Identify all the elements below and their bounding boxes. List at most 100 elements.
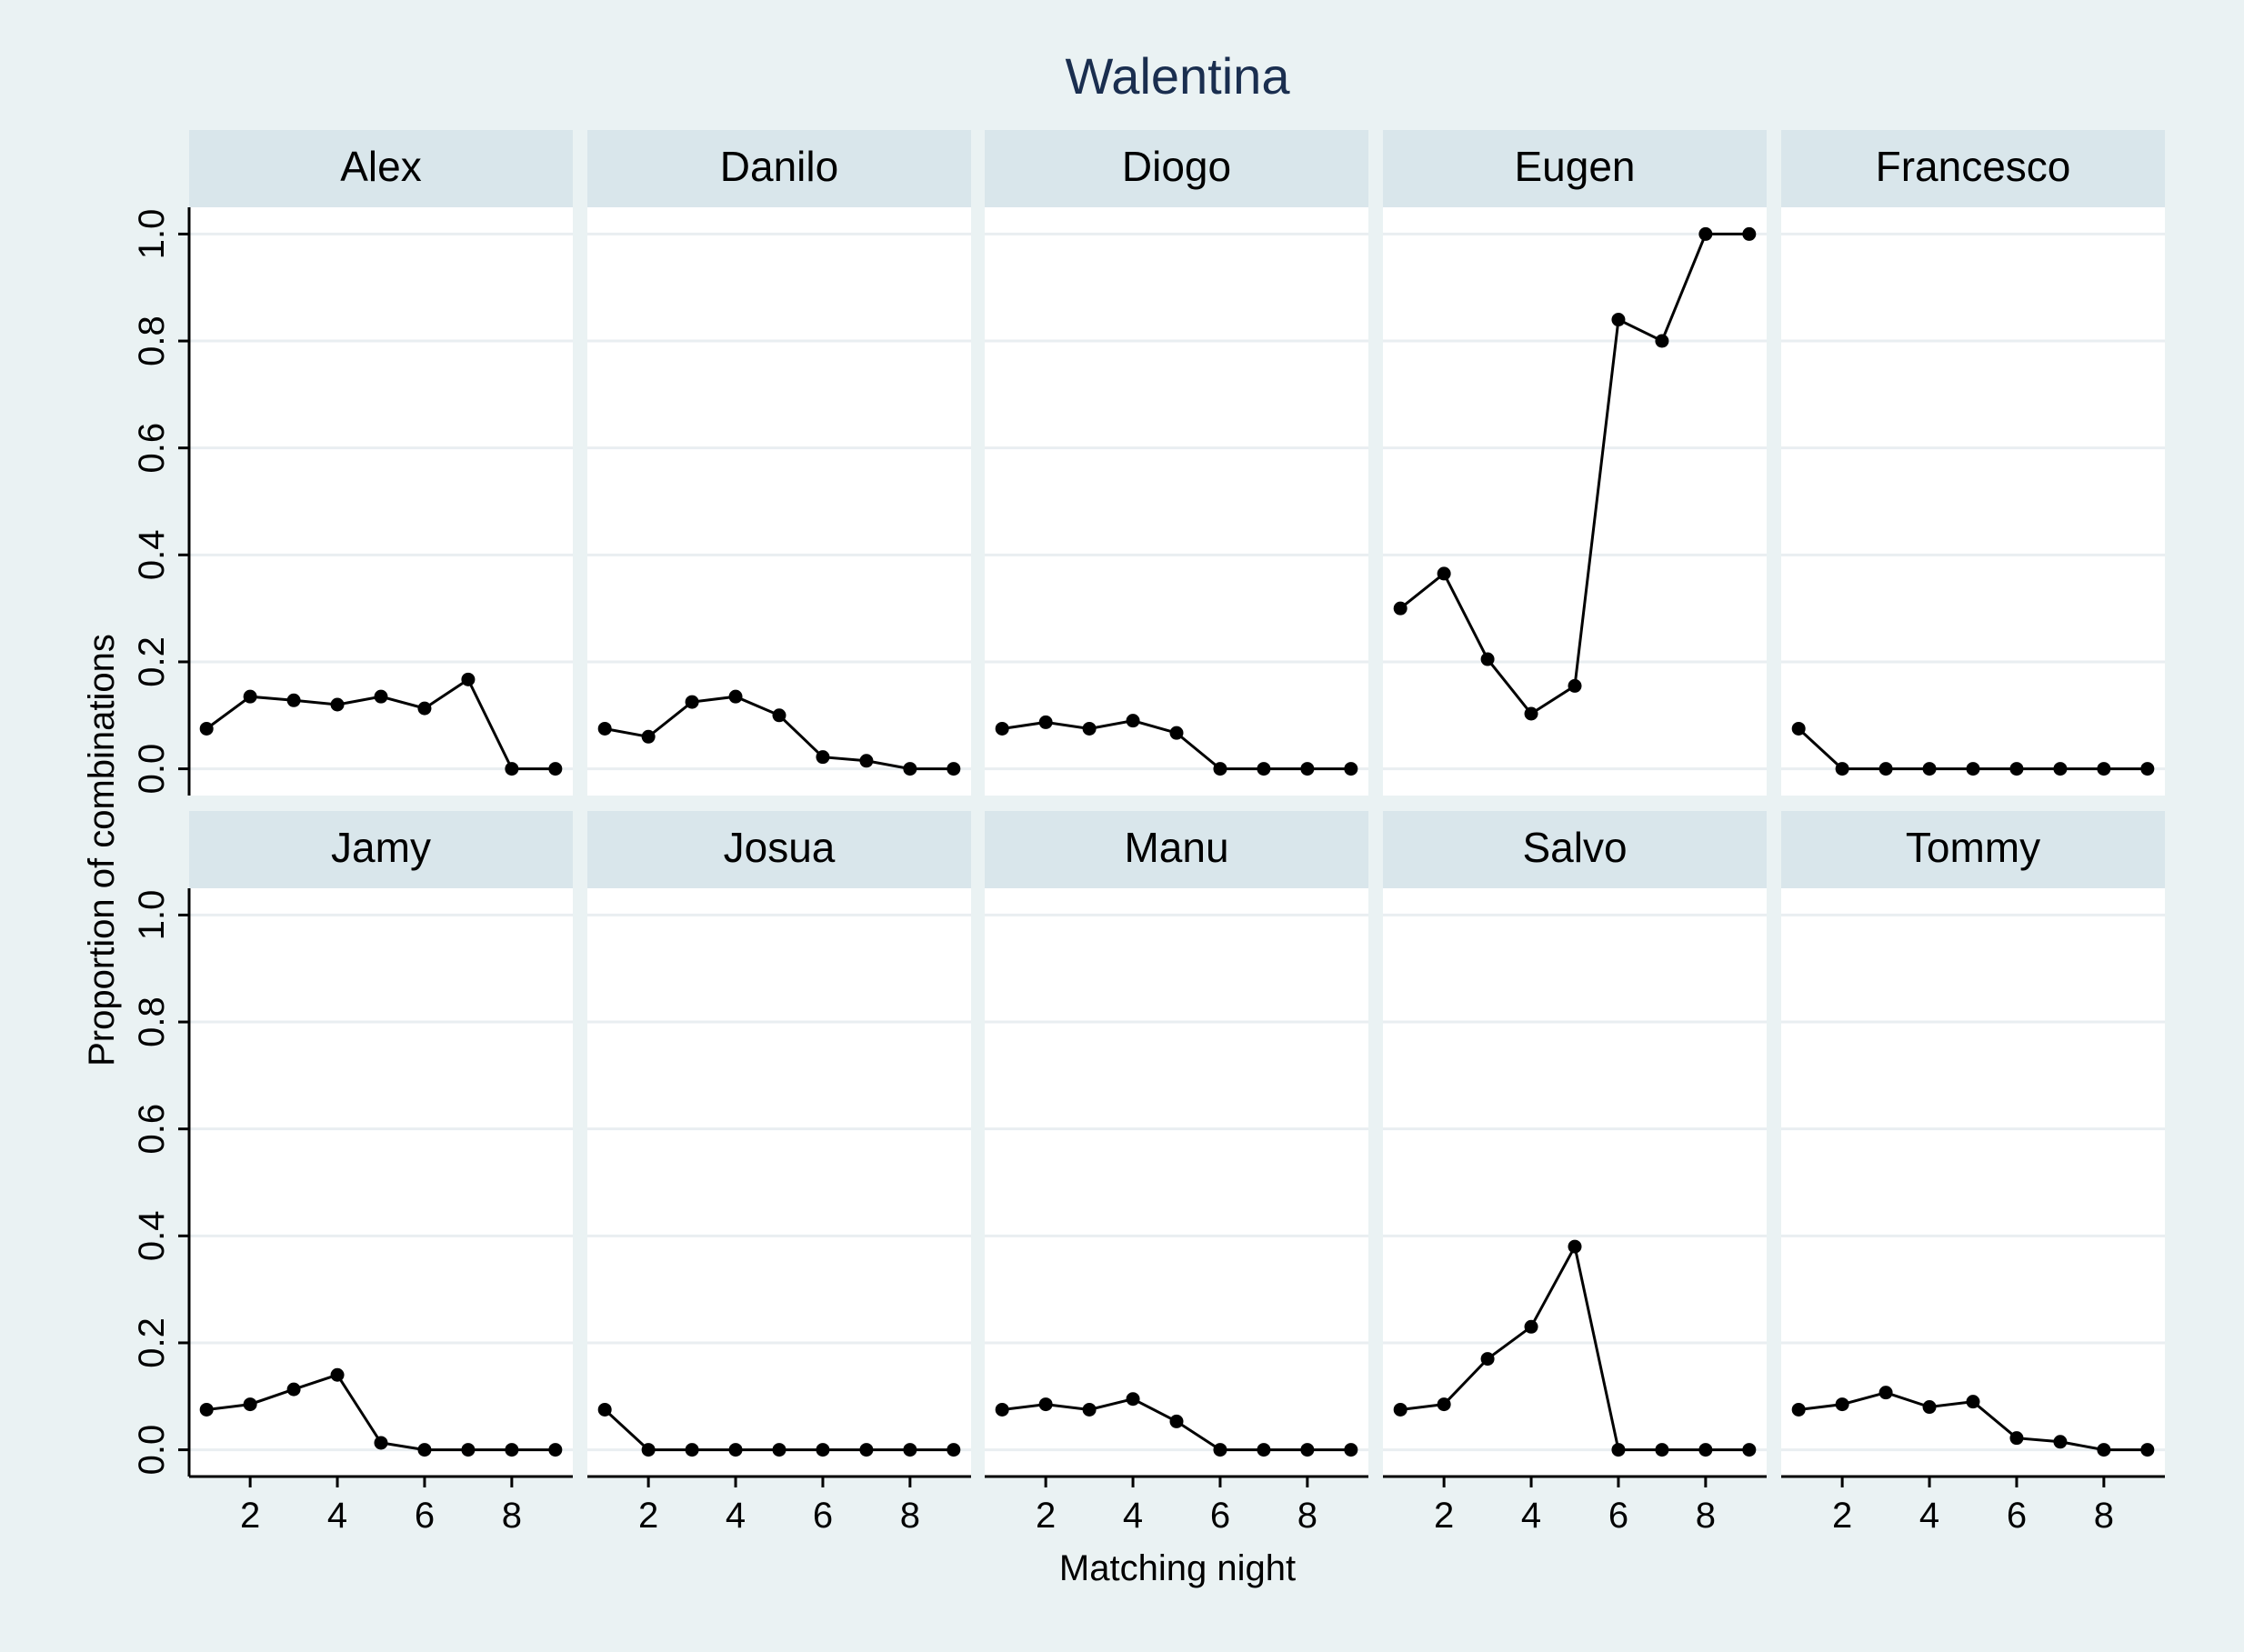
data-point xyxy=(2009,1431,2024,1446)
data-point xyxy=(1393,1402,1408,1417)
data-point xyxy=(947,762,961,776)
data-point xyxy=(505,762,519,776)
data-point xyxy=(1300,1443,1315,1457)
y-tick-label: 0.6 xyxy=(132,423,172,474)
data-point xyxy=(243,689,257,704)
plot-area xyxy=(587,888,971,1477)
y-tick-label: 0.4 xyxy=(132,1211,172,1262)
data-point xyxy=(1655,1443,1669,1457)
data-point xyxy=(199,1402,214,1417)
x-tick-label: 8 xyxy=(900,1496,920,1536)
data-point xyxy=(374,689,388,704)
data-point xyxy=(2053,762,2068,776)
panel-label: Danilo xyxy=(720,143,838,190)
data-point xyxy=(1655,334,1669,348)
data-point xyxy=(1344,762,1358,776)
y-tick-label: 0.4 xyxy=(132,530,172,581)
data-point xyxy=(1835,762,1849,776)
y-axis-label: Proportion of combinations xyxy=(82,634,122,1066)
data-point xyxy=(1922,1400,1937,1415)
x-tick-label: 6 xyxy=(813,1496,833,1536)
panel-label: Eugen xyxy=(1514,143,1635,190)
data-point xyxy=(1213,1443,1227,1457)
data-point xyxy=(461,672,476,686)
data-point xyxy=(1966,762,1980,776)
panel-strip xyxy=(189,811,573,888)
panel-label: Manu xyxy=(1124,824,1228,871)
chart-title: Walentina xyxy=(1066,47,1291,105)
data-point xyxy=(1480,1352,1495,1367)
x-tick-label: 2 xyxy=(1434,1496,1454,1536)
data-point xyxy=(1611,1443,1626,1457)
x-tick-label: 4 xyxy=(1123,1496,1143,1536)
x-tick-label: 4 xyxy=(1919,1496,1939,1536)
data-point xyxy=(728,1443,743,1457)
data-point xyxy=(685,1443,699,1457)
data-point xyxy=(1126,1392,1140,1407)
panel-josua: Josua 2 4 6 8 xyxy=(587,811,971,1536)
data-point xyxy=(2097,762,2111,776)
data-point xyxy=(2097,1443,2111,1457)
x-tick-label: 2 xyxy=(1832,1496,1852,1536)
panel-diogo: Diogo xyxy=(985,130,1368,796)
data-point xyxy=(505,1443,519,1457)
data-point xyxy=(1791,721,1806,736)
panels: Alex 0.0 0.2 0.4 0.6 0.8 1.0 Danilo Diogo Eugen Fr… xyxy=(132,130,2165,1536)
data-point xyxy=(1611,313,1626,327)
data-point xyxy=(1698,1443,1713,1457)
panel-salvo: Salvo 2 4 6 8 xyxy=(1383,811,1767,1536)
data-point xyxy=(685,695,699,709)
plot-area xyxy=(189,888,573,1477)
x-axis-label: Matching night xyxy=(1059,1548,1296,1588)
x-tick-label: 8 xyxy=(1696,1496,1716,1536)
data-point xyxy=(816,1443,830,1457)
plot-area xyxy=(1383,888,1767,1477)
x-tick-label: 6 xyxy=(2007,1496,2027,1536)
data-point xyxy=(1169,726,1184,740)
y-tick-label: 0.2 xyxy=(132,1317,172,1368)
data-point xyxy=(995,1402,1009,1417)
data-point xyxy=(1437,566,1451,581)
plot-area xyxy=(985,207,1368,796)
data-point xyxy=(1524,706,1538,721)
plot-area xyxy=(1781,207,2165,796)
data-point xyxy=(903,1443,917,1457)
data-point xyxy=(374,1436,388,1450)
data-point xyxy=(243,1397,257,1412)
data-point xyxy=(548,762,563,776)
y-tick-label: 0.0 xyxy=(132,1425,172,1476)
plot-area xyxy=(587,207,971,796)
x-tick-label: 4 xyxy=(726,1496,746,1536)
data-point xyxy=(1437,1397,1451,1412)
data-point xyxy=(2140,1443,2155,1457)
y-tick-label: 0.6 xyxy=(132,1104,172,1155)
data-point xyxy=(903,762,917,776)
y-tick-label: 1.0 xyxy=(132,209,172,260)
panel-strip xyxy=(189,130,573,207)
data-point xyxy=(995,721,1009,736)
data-point xyxy=(417,701,432,716)
y-tick-label: 0.2 xyxy=(132,636,172,687)
plot-area xyxy=(985,888,1368,1477)
plot-area xyxy=(1781,888,2165,1477)
data-point xyxy=(330,1367,345,1382)
panel-label: Salvo xyxy=(1522,824,1627,871)
panel-alex: Alex 0.0 0.2 0.4 0.6 0.8 1.0 xyxy=(132,130,573,796)
panel-label: Josua xyxy=(724,824,836,871)
plot-area xyxy=(189,207,573,796)
data-point xyxy=(1344,1443,1358,1457)
data-point xyxy=(1742,226,1757,241)
x-tick-label: 8 xyxy=(1297,1496,1317,1536)
x-tick-label: 8 xyxy=(2094,1496,2114,1536)
data-point xyxy=(199,721,214,736)
data-point xyxy=(1922,762,1937,776)
data-point xyxy=(947,1443,961,1457)
data-point xyxy=(641,729,656,744)
data-point xyxy=(1126,714,1140,728)
panel-strip xyxy=(1781,130,2165,207)
panel-strip xyxy=(1383,130,1767,207)
panel-label: Diogo xyxy=(1122,143,1231,190)
panel-strip xyxy=(587,130,971,207)
